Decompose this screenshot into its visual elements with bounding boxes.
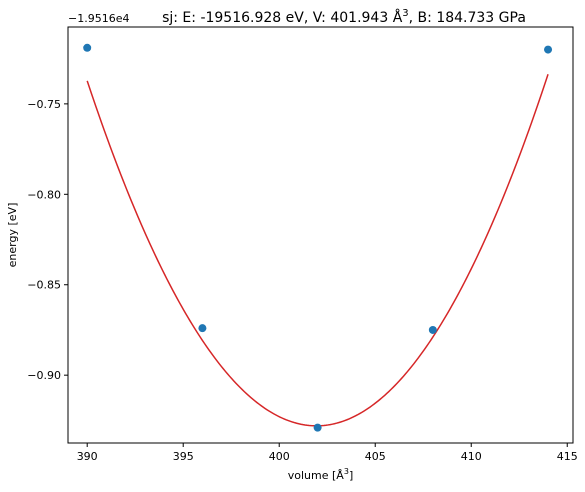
chart-title-superscript: 3 xyxy=(402,8,408,19)
data-point xyxy=(313,423,322,432)
axes-frame xyxy=(67,26,574,444)
x-tick-label: 400 xyxy=(269,450,290,463)
x-axis-label-suffix: ] xyxy=(349,469,353,482)
x-axis-label-prefix: volume [Å xyxy=(288,469,345,482)
y-tick-label: −0.80 xyxy=(27,188,61,201)
x-tick-label: 410 xyxy=(461,450,482,463)
x-tick-label: 415 xyxy=(557,450,578,463)
y-axis-label: energy [eV] xyxy=(6,203,19,268)
fit-curve xyxy=(86,74,549,427)
y-tick-label: −0.85 xyxy=(27,279,61,292)
y-axis: −0.75 −0.80 −0.85 −0.90 xyxy=(27,98,68,382)
y-offset-label: −1.9516e4 xyxy=(68,12,129,25)
x-axis: 390 395 400 405 410 415 xyxy=(77,443,578,463)
chart-title-prefix: sj: E: -19516.928 eV, V: 401.943 Å xyxy=(162,9,403,26)
chart-title: sj: E: -19516.928 eV, V: 401.943 Å3, B: … xyxy=(162,8,526,26)
x-tick-label: 405 xyxy=(365,450,386,463)
x-axis-label-superscript: 3 xyxy=(344,467,349,476)
x-tick-label: 390 xyxy=(77,450,98,463)
data-point xyxy=(83,43,92,52)
y-tick-label: −0.75 xyxy=(27,98,61,111)
chart-title-suffix: , B: 184.733 GPa xyxy=(409,10,526,26)
plot-area xyxy=(83,43,553,432)
x-tick-label: 395 xyxy=(173,450,194,463)
y-tick-label: −0.90 xyxy=(27,369,61,382)
data-point xyxy=(428,325,437,334)
data-point xyxy=(198,324,207,333)
data-point xyxy=(544,45,553,54)
x-axis-label: volume [Å3] xyxy=(288,467,353,482)
